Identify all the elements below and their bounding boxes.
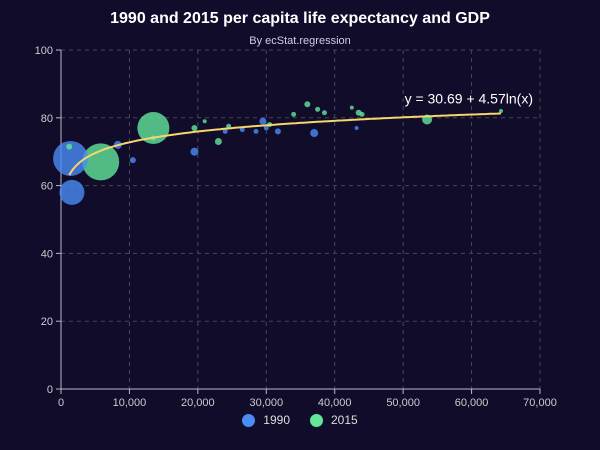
x-tick-label: 20,000 (181, 397, 215, 409)
data-point-1990[interactable] (222, 128, 228, 134)
data-point-1990[interactable] (354, 125, 359, 130)
data-point-1990[interactable] (190, 147, 199, 156)
data-point-1990[interactable] (259, 117, 267, 125)
x-tick-label: 60,000 (455, 397, 489, 409)
legend-label-1990: 1990 (263, 413, 290, 427)
x-tick-label: 0 (58, 397, 64, 409)
data-point-1990[interactable] (253, 128, 259, 134)
x-tick-label: 40,000 (318, 397, 352, 409)
data-point-2015[interactable] (82, 143, 120, 181)
y-tick-label: 60 (41, 181, 53, 193)
x-tick-label: 50,000 (386, 397, 420, 409)
x-tick-label: 10,000 (113, 397, 147, 409)
legend-label-2015: 2015 (331, 413, 358, 427)
legend-swatch-1990-icon (242, 413, 256, 427)
data-point-2015[interactable] (291, 111, 297, 117)
grid-lines (61, 49, 541, 389)
y-tick-label: 40 (41, 248, 53, 260)
data-point-1990[interactable] (59, 179, 85, 205)
y-tick-label: 100 (35, 45, 53, 57)
y-tick-label: 0 (47, 384, 53, 396)
data-point-2015[interactable] (202, 119, 207, 124)
data-point-1990[interactable] (274, 128, 281, 135)
data-point-1990[interactable] (53, 140, 89, 176)
data-point-1990[interactable] (263, 125, 269, 131)
chart-title: 1990 and 2015 per capita life expectancy… (110, 10, 490, 27)
data-point-2015[interactable] (321, 110, 327, 116)
regression-formula: y = 30.69 + 4.57ln(x) (405, 90, 533, 106)
data-point-2015[interactable] (315, 106, 321, 112)
data-point-1990[interactable] (239, 127, 245, 133)
data-point-2015[interactable] (304, 101, 311, 108)
data-points (53, 101, 503, 205)
data-point-1990[interactable] (310, 129, 319, 138)
legend-item-2015[interactable]: 2015 (310, 413, 358, 427)
legend-item-1990[interactable]: 1990 (242, 413, 290, 427)
data-point-2015[interactable] (359, 111, 365, 117)
data-point-2015[interactable] (214, 138, 222, 146)
data-point-2015[interactable] (349, 105, 354, 110)
data-point-2015[interactable] (498, 109, 503, 114)
data-point-2015[interactable] (191, 124, 198, 131)
legend: 1990 2015 (0, 413, 600, 427)
data-point-2015[interactable] (66, 143, 73, 150)
chart-subtitle: By ecStat.regression (249, 35, 351, 47)
y-tick-label: 80 (41, 113, 53, 125)
regression-line (68, 112, 502, 176)
x-tick-label: 70,000 (523, 397, 557, 409)
legend-swatch-2015-icon (310, 413, 323, 427)
x-tick-label: 30,000 (249, 397, 283, 409)
y-tick-label: 20 (41, 316, 53, 328)
axes: 0 20 40 60 80 100 0 10,000 20,000 30,000 40,000 50,… (35, 45, 557, 409)
data-point-1990[interactable] (129, 157, 136, 164)
regression: y = 30.69 + 4.57ln(x) (68, 90, 533, 176)
